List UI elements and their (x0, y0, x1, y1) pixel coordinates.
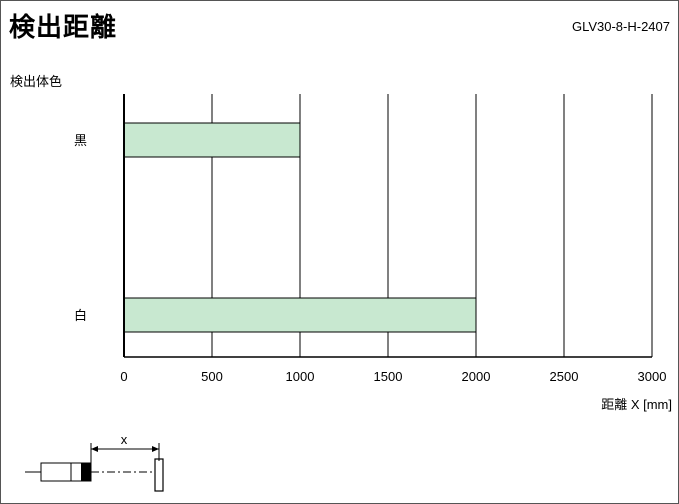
sensor-icon (25, 462, 92, 482)
distance-dimension (90, 443, 160, 465)
x-tick-label: 2000 (462, 369, 491, 384)
bars (123, 122, 477, 333)
x-tick-label: 0 (120, 369, 127, 384)
tick-labels: 0 500 1000 1500 2000 2500 3000 (120, 369, 666, 384)
x-tick-label: 1500 (374, 369, 403, 384)
y-axis-label: 検出体色 (10, 75, 63, 90)
x-tick-label: 500 (201, 369, 223, 384)
category-label: 白 (74, 308, 87, 324)
axes (123, 94, 652, 358)
x-tick-label: 1000 (286, 369, 315, 384)
bar-2 (123, 297, 477, 333)
category-label: 黒 (74, 134, 87, 149)
x-tick-label: 3000 (638, 369, 667, 384)
distance-label: x (121, 432, 128, 447)
x-axis-label: 距離 X [mm] (601, 397, 672, 412)
category-labels: 黒白 (74, 134, 87, 324)
bar-1 (123, 122, 301, 158)
page-title: 検出距離 (9, 13, 118, 43)
model-number: GLV30-8-H-2407 (571, 19, 670, 34)
x-tick-label: 2500 (550, 369, 579, 384)
target-icon (154, 458, 164, 492)
